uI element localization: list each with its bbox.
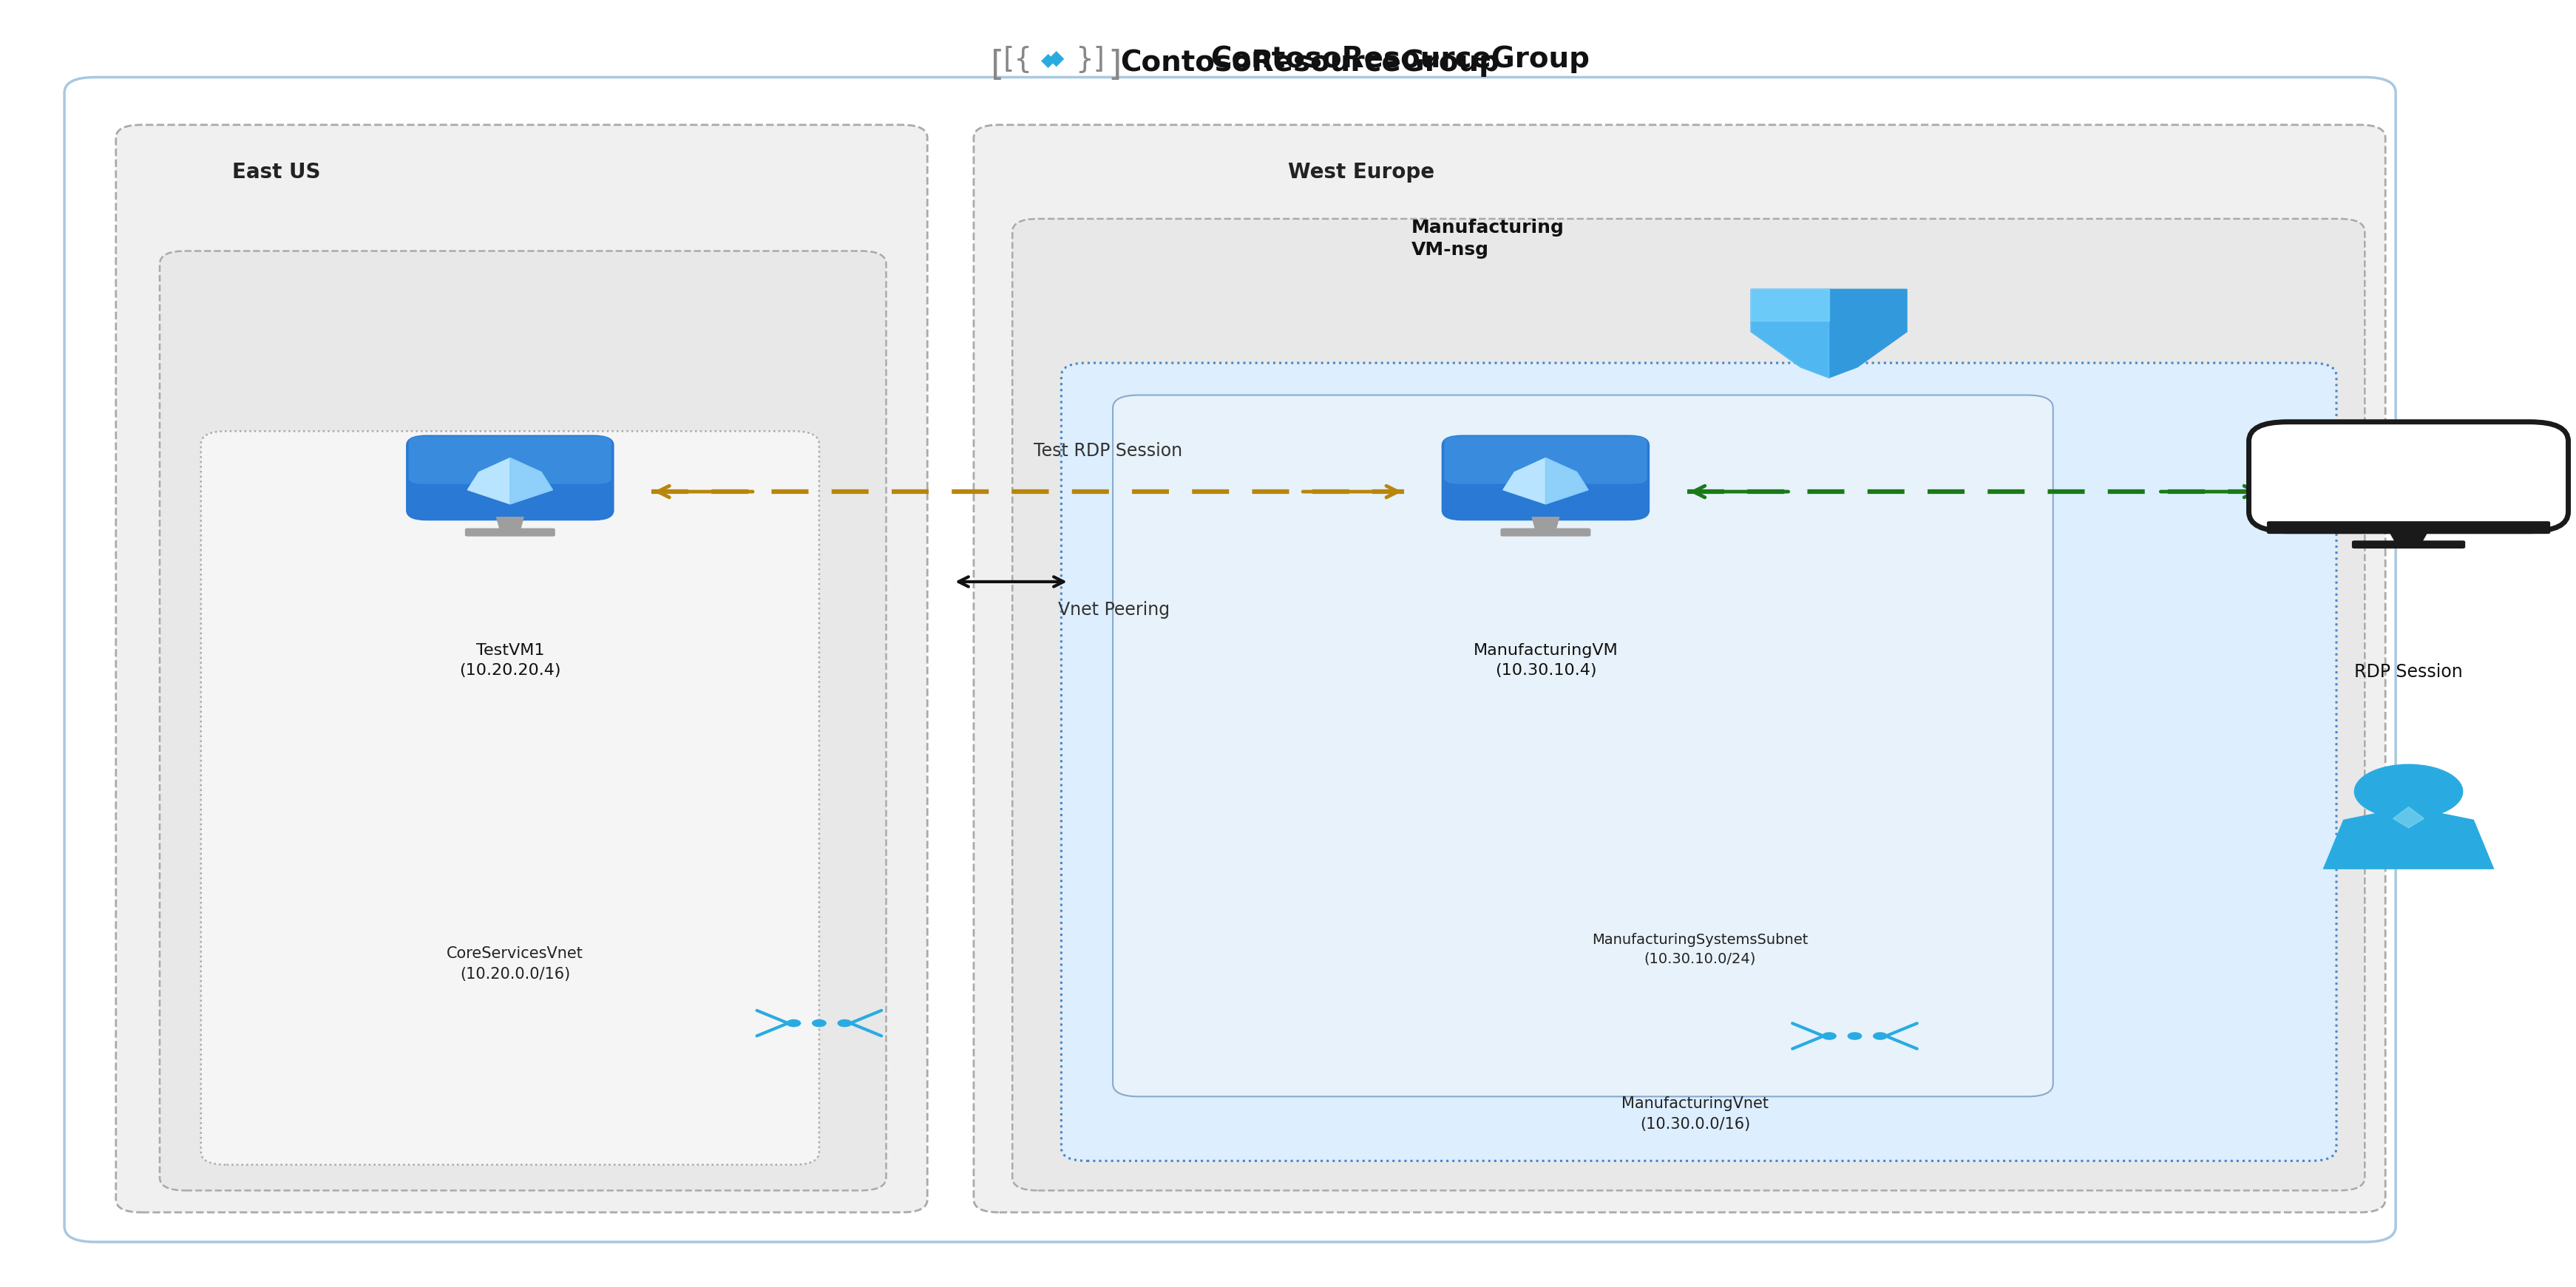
FancyBboxPatch shape bbox=[1499, 528, 1592, 537]
Polygon shape bbox=[1546, 458, 1587, 505]
Polygon shape bbox=[495, 516, 526, 533]
FancyBboxPatch shape bbox=[974, 125, 2385, 1212]
Text: Manufacturing
VM-nsg: Manufacturing VM-nsg bbox=[1412, 219, 1564, 259]
Text: ContosoResourceGroup: ContosoResourceGroup bbox=[1121, 49, 1499, 77]
Text: ◆: ◆ bbox=[1041, 51, 1056, 69]
Text: ManufacturingVM
(10.30.10.4): ManufacturingVM (10.30.10.4) bbox=[1473, 644, 1618, 678]
Text: CoreServicesVnet
(10.20.0.0/16): CoreServicesVnet (10.20.0.0/16) bbox=[446, 946, 585, 982]
FancyBboxPatch shape bbox=[464, 528, 556, 537]
Text: TestVM1
(10.20.20.4): TestVM1 (10.20.20.4) bbox=[459, 644, 562, 678]
Text: Vnet Peering: Vnet Peering bbox=[1059, 601, 1170, 619]
FancyBboxPatch shape bbox=[2249, 422, 2568, 532]
Text: ◆: ◆ bbox=[1048, 48, 1064, 68]
FancyBboxPatch shape bbox=[1113, 395, 2053, 1097]
Polygon shape bbox=[469, 458, 554, 505]
FancyBboxPatch shape bbox=[1445, 436, 1646, 484]
FancyBboxPatch shape bbox=[2352, 541, 2465, 548]
Text: RDP Session: RDP Session bbox=[2354, 663, 2463, 681]
Polygon shape bbox=[2393, 807, 2424, 828]
Polygon shape bbox=[1530, 516, 1558, 533]
Text: [: [ bbox=[992, 49, 1005, 82]
Polygon shape bbox=[510, 458, 554, 505]
Circle shape bbox=[2354, 764, 2463, 819]
FancyBboxPatch shape bbox=[116, 125, 927, 1212]
FancyBboxPatch shape bbox=[201, 431, 819, 1165]
Text: West Europe: West Europe bbox=[1288, 162, 1435, 183]
Polygon shape bbox=[1752, 290, 1829, 320]
Text: }]: }] bbox=[1074, 45, 1105, 73]
Text: ContosoResourceGroup: ContosoResourceGroup bbox=[1211, 45, 1589, 73]
Circle shape bbox=[837, 1019, 853, 1027]
Text: ]: ] bbox=[1108, 49, 1121, 82]
Circle shape bbox=[1873, 1032, 1888, 1040]
Circle shape bbox=[1821, 1032, 1837, 1040]
FancyBboxPatch shape bbox=[1061, 363, 2336, 1161]
FancyBboxPatch shape bbox=[160, 251, 886, 1190]
Text: [{: [{ bbox=[1002, 45, 1033, 73]
Polygon shape bbox=[2324, 807, 2494, 869]
FancyBboxPatch shape bbox=[1443, 435, 1649, 520]
FancyBboxPatch shape bbox=[407, 435, 613, 520]
FancyBboxPatch shape bbox=[1012, 219, 2365, 1190]
Polygon shape bbox=[2391, 533, 2427, 543]
Polygon shape bbox=[1504, 458, 1587, 505]
Text: East US: East US bbox=[232, 162, 319, 183]
FancyBboxPatch shape bbox=[2267, 521, 2550, 534]
Text: ManufacturingSystemsSubnet
(10.30.10.0/24): ManufacturingSystemsSubnet (10.30.10.0/2… bbox=[1592, 933, 1808, 965]
Circle shape bbox=[786, 1019, 801, 1027]
Polygon shape bbox=[1752, 290, 1906, 378]
FancyBboxPatch shape bbox=[410, 436, 611, 484]
FancyBboxPatch shape bbox=[64, 77, 2396, 1242]
Circle shape bbox=[811, 1019, 827, 1027]
Text: ManufacturingVnet
(10.30.0.0/16): ManufacturingVnet (10.30.0.0/16) bbox=[1620, 1097, 1770, 1133]
Polygon shape bbox=[1752, 290, 1829, 378]
Circle shape bbox=[1847, 1032, 1862, 1040]
Text: Test RDP Session: Test RDP Session bbox=[1033, 441, 1182, 459]
